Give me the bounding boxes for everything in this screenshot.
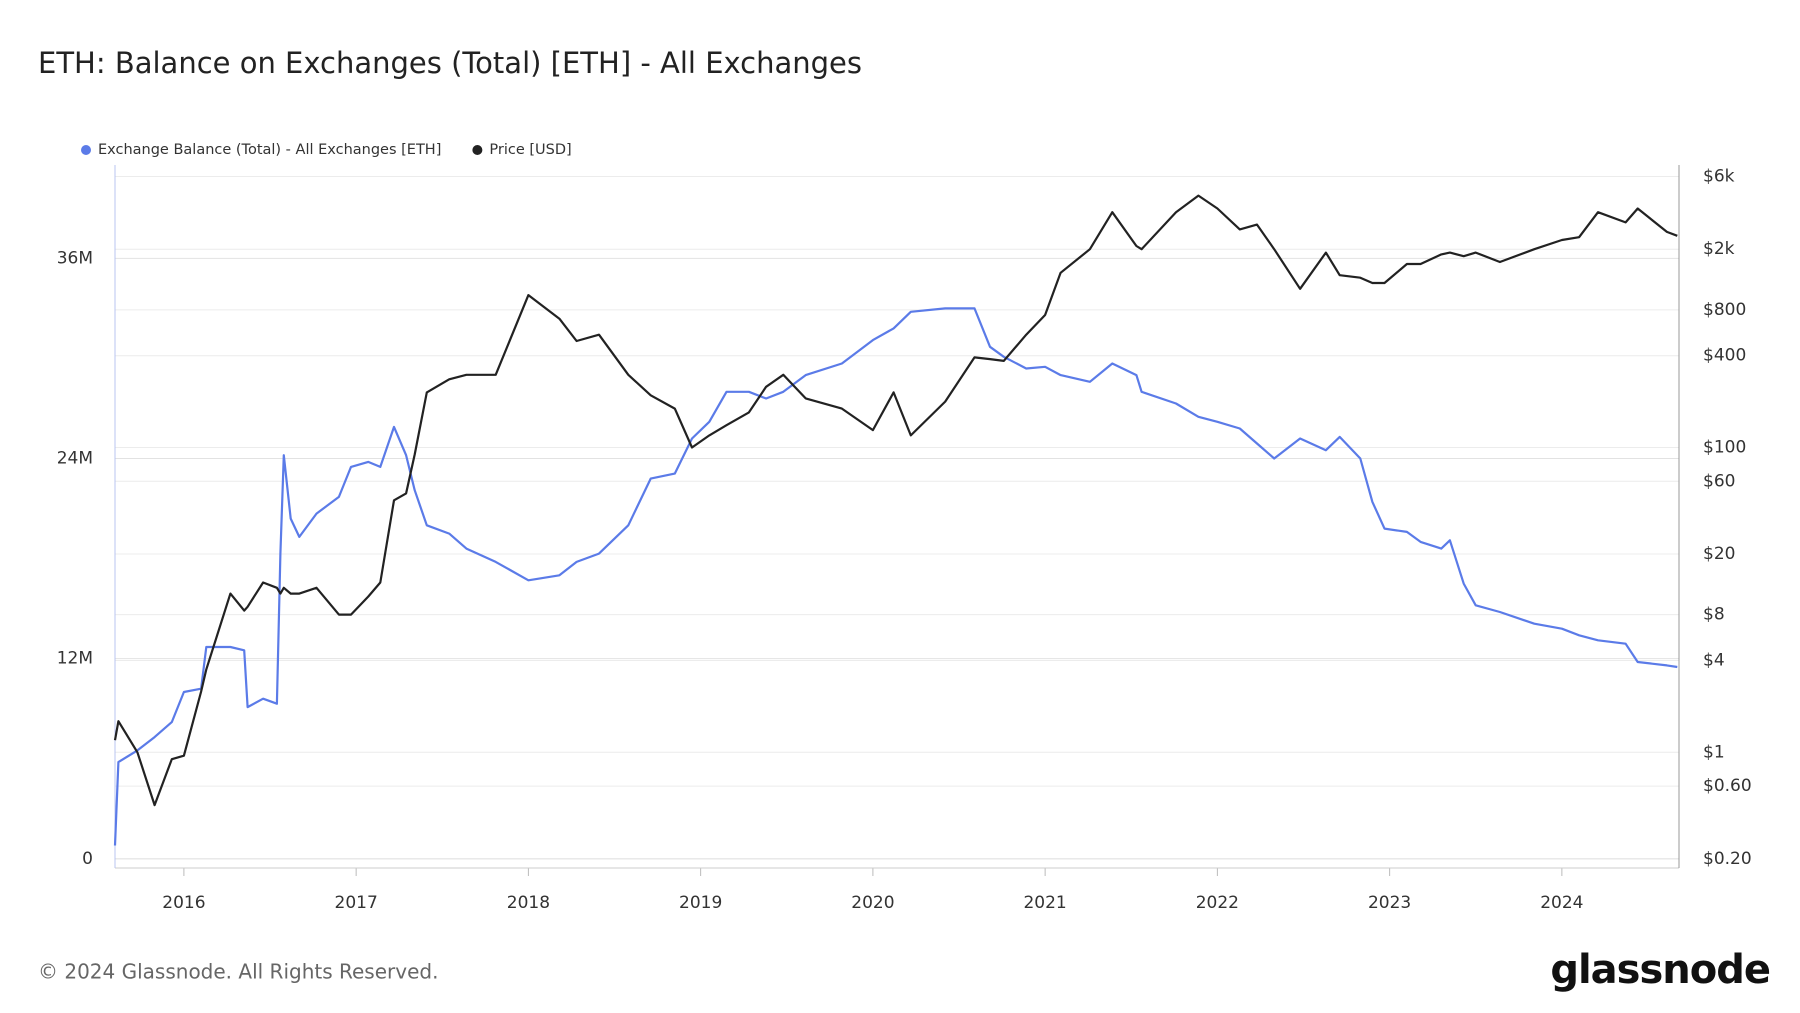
legend-marker (81, 145, 91, 155)
legend-label: Price [USD] (489, 142, 571, 158)
x-tick-label: 2018 (507, 893, 550, 913)
y2-tick-label: $2k (1703, 239, 1735, 259)
y2-tick-label: $60 (1703, 471, 1735, 491)
x-tick-label: 2020 (851, 893, 894, 913)
y-tick-label: 36M (57, 248, 93, 268)
y2-tick-label: $4 (1703, 651, 1725, 671)
footer: © 2024 Glassnode. All Rights Reserved. (38, 960, 438, 984)
series-line (113, 194, 1678, 807)
x-tick-label: 2016 (162, 893, 205, 913)
y2-tick-label: $0.20 (1703, 849, 1752, 869)
brand-logo: glassnode (1550, 947, 1770, 993)
series-line (113, 307, 1678, 846)
x-tick-label: 2017 (335, 893, 378, 913)
x-tick-label: 2019 (679, 893, 722, 913)
y-tick-label: 12M (57, 649, 93, 669)
y-tick-label: 0 (82, 849, 93, 869)
y2-tick-label: $6k (1703, 167, 1735, 187)
y2-tick-label: $1 (1703, 742, 1725, 762)
x-tick-label: 2023 (1368, 893, 1411, 913)
x-tick-label: 2021 (1023, 893, 1066, 913)
chart-title: ETH: Balance on Exchanges (Total) [ETH] … (38, 46, 862, 80)
y2-tick-label: $100 (1703, 437, 1746, 457)
x-tick-label: 2024 (1540, 893, 1583, 913)
x-tick-label: 2022 (1196, 893, 1239, 913)
y2-tick-label: $0.60 (1703, 776, 1752, 796)
y-tick-label: 24M (57, 449, 93, 469)
y2-tick-label: $800 (1703, 300, 1746, 320)
legend-marker (472, 145, 483, 155)
y2-tick-label: $20 (1703, 544, 1735, 564)
y2-tick-label: $400 (1703, 346, 1746, 366)
y2-tick-label: $8 (1703, 605, 1725, 625)
legend-label: Exchange Balance (Total) - All Exchanges… (98, 142, 441, 158)
